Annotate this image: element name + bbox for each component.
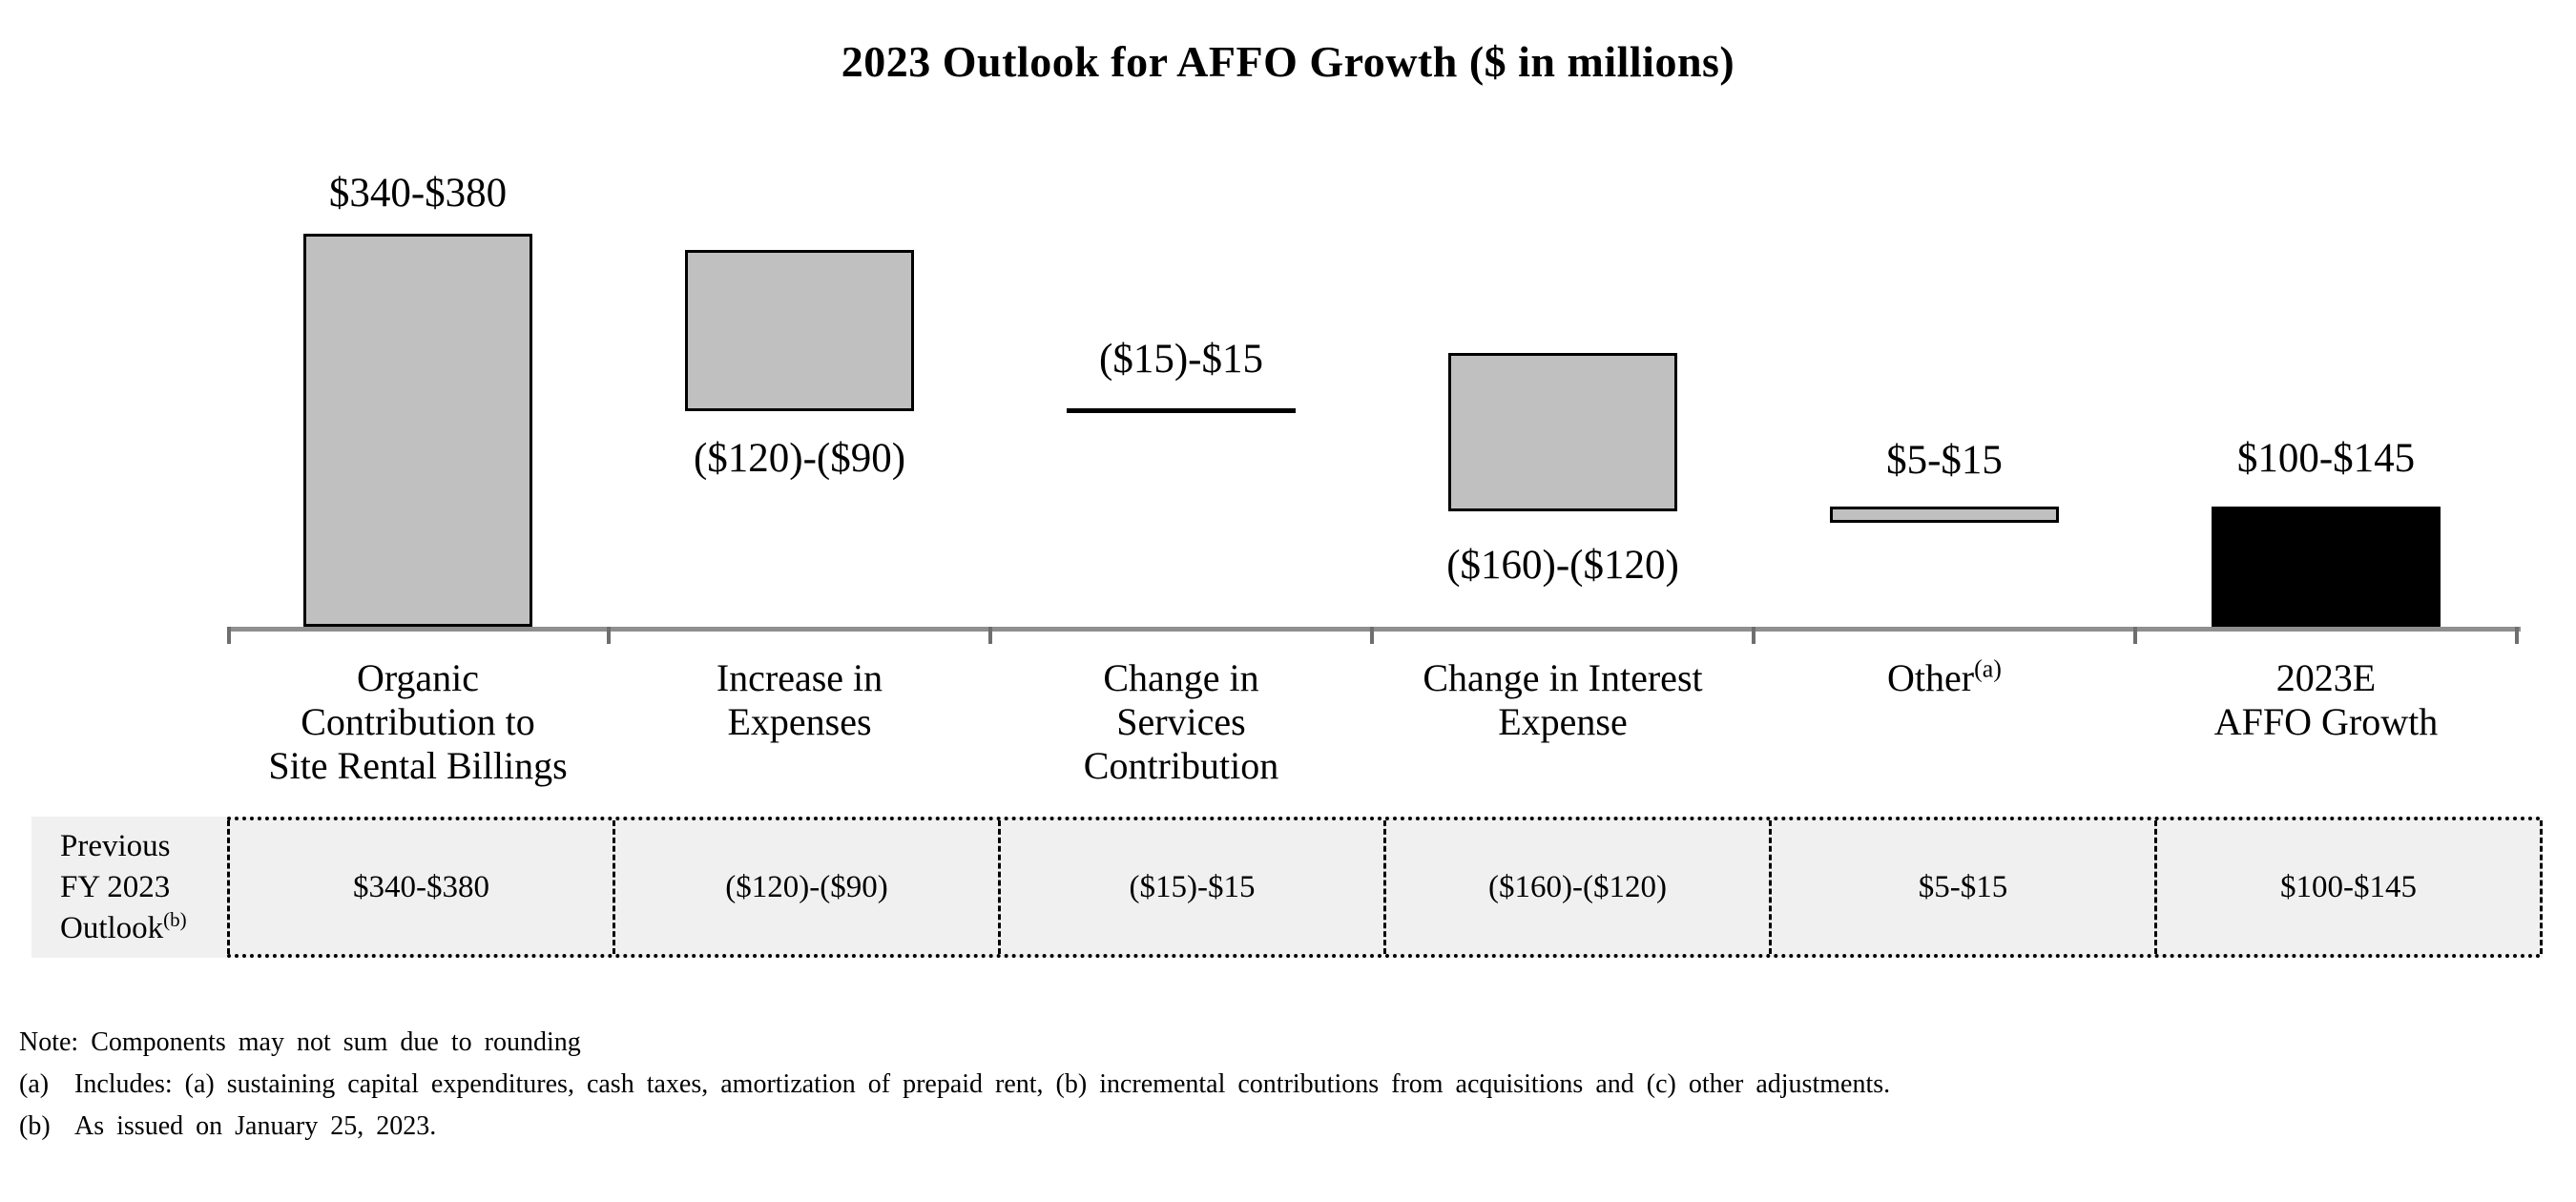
waterfall-bar-2023e-affo-growth-total [2212,507,2441,627]
x-axis-tick [1370,627,1374,644]
x-axis-tick [988,627,992,644]
category-label-change-in-services: Change in Services Contribution [1083,656,1279,787]
x-axis-tick [1752,627,1755,644]
waterfall-bar-change-in-interest-expense [1448,353,1677,511]
footnote-ref-b: (b) [163,907,187,931]
waterfall-bar-organic-contribution [303,234,532,627]
x-axis-tick [2133,627,2137,644]
footnote-a: (a) Includes: (a) sustaining capital exp… [19,1069,1891,1099]
x-axis-baseline [227,627,2521,632]
x-axis-tick [607,627,611,644]
x-axis-tick [227,627,231,644]
table-cell-other: $5-$15 [1769,820,2154,954]
waterfall-bar-increase-in-expenses [685,250,914,411]
value-label-other: $5-$15 [1886,438,2003,483]
table-cell-increase-in-expenses: ($120)-($90) [613,820,998,954]
footnote-rounding-note: Note: Components may not sum due to roun… [19,1027,581,1057]
value-label-change-in-interest: ($160)-($120) [1446,543,1679,588]
category-label-2023e-affo-growth: 2023E AFFO Growth [2213,656,2439,743]
category-label-other: Other(a) [1887,654,2002,699]
table-row-label-previous-outlook: Previous FY 2023 Outlook(b) [31,817,227,958]
footnote-ref-a: (a) [1974,654,2002,683]
footnote-a-marker: (a) [19,1069,50,1099]
footnote-b: (b) As issued on January 25, 2023. [19,1111,437,1141]
value-label-change-in-services: ($15)-$15 [1099,337,1263,382]
value-label-organic-contribution: $340-$380 [328,171,508,216]
waterfall-bar-other [1830,507,2059,523]
chart-title: 2023 Outlook for AFFO Growth ($ in milli… [841,37,1735,86]
category-label-increase-in-expenses: Increase in Expenses [716,656,883,743]
previous-outlook-table-row: $340-$380 ($120)-($90) ($15)-$15 ($160)-… [227,817,2543,958]
table-cell-change-in-services: ($15)-$15 [998,820,1383,954]
category-label-change-in-interest: Change in Interest Expense [1423,656,1703,743]
footnote-b-marker: (b) [19,1111,51,1141]
footnotes: Note: Components may not sum due to roun… [19,1028,2462,1154]
value-label-increase-in-expenses: ($120)-($90) [693,436,906,481]
table-cell-change-in-interest: ($160)-($120) [1383,820,1769,954]
category-label-organic-contribution: Organic Contribution to Site Rental Bill… [268,656,568,787]
value-label-2023e-affo-growth: $100-$145 [2236,436,2416,481]
waterfall-bar-change-in-services-zero-line [1067,408,1296,413]
x-axis-tick [2515,627,2519,644]
table-cell-organic-contribution: $340-$380 [227,820,613,954]
table-cell-2023e-affo-growth: $100-$145 [2154,820,2543,954]
